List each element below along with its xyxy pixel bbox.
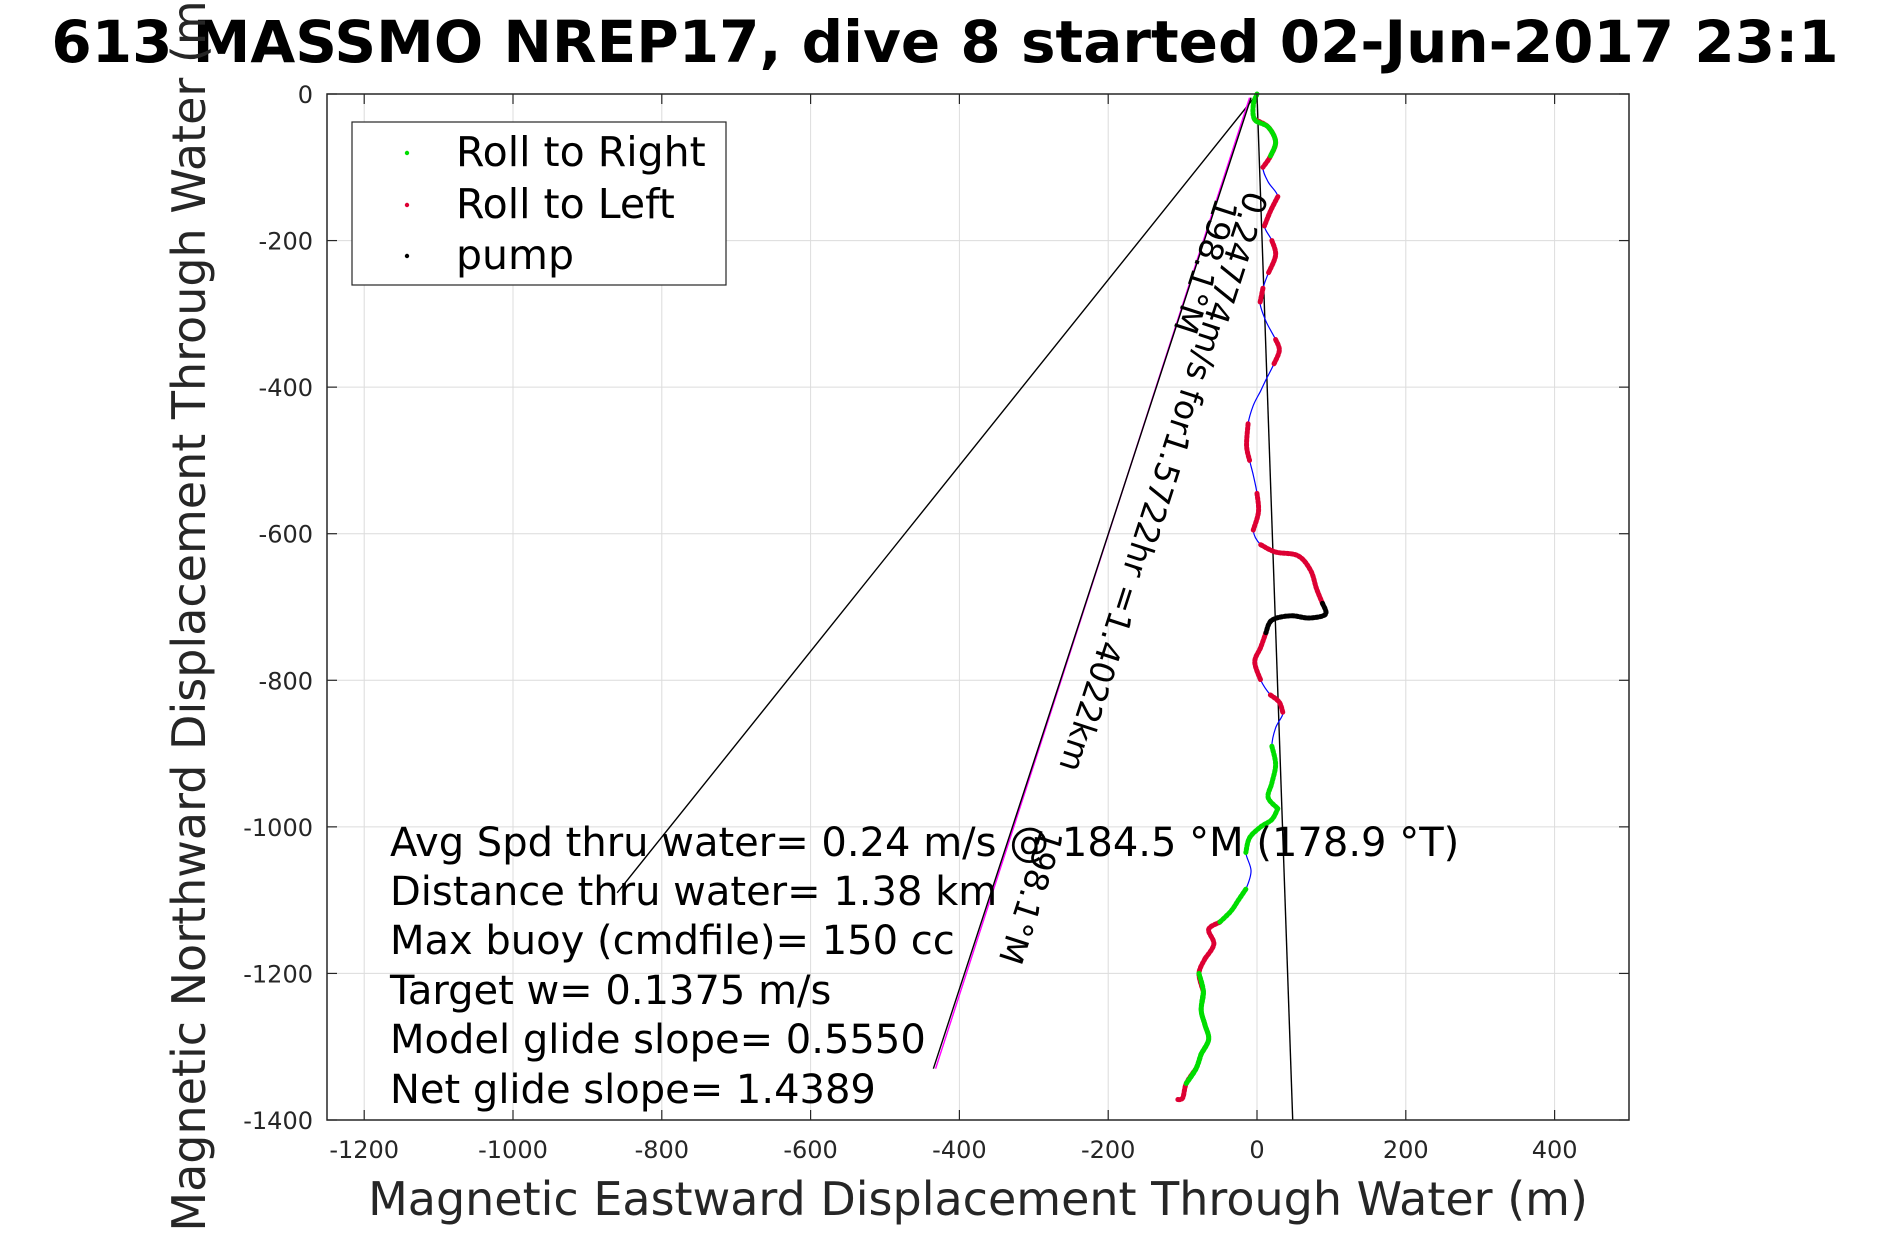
legend-marker-roll-left (404, 202, 410, 208)
annotation-block: Avg Spd thru water= 0.24 m/s @ 184.5 °M … (389, 820, 1459, 1113)
roll-left-segment (1244, 421, 1253, 463)
x-axis-label: Magnetic Eastward Displacement Through W… (368, 1172, 1588, 1226)
annotation-avg-speed: Avg Spd thru water= 0.24 m/s @ 184.5 °M … (390, 820, 1459, 866)
legend: Roll to Right Roll to Left pump (351, 121, 727, 286)
roll-right-segment (1183, 1051, 1204, 1086)
y-tick-label: -1200 (243, 960, 313, 988)
legend-marker-pump (404, 253, 410, 259)
pump-segment (1263, 600, 1329, 636)
y-tick-label: -1400 (243, 1107, 313, 1135)
roll-right-segment (1217, 886, 1249, 925)
legend-label-roll-left: Roll to Left (456, 180, 675, 228)
y-axis-label: Magnetic Northward Displacement Through … (162, 0, 216, 1232)
chart-title: 613 MASSMO NREP17, dive 8 started 02-Jun… (51, 8, 1838, 76)
y-tick-label: -400 (259, 374, 313, 402)
roll-right-segment (1243, 806, 1281, 856)
black-ray-left (616, 93, 1258, 894)
roll-right-segment (1198, 989, 1212, 1057)
roll-right-segment (1265, 743, 1281, 812)
roll-left-segment (1258, 542, 1325, 606)
x-tick-label: -1000 (478, 1136, 548, 1164)
x-tick-label: -400 (932, 1136, 986, 1164)
roll-left-segment (1250, 490, 1262, 533)
annotation-model-glide: Model glide slope= 0.5550 (390, 1017, 926, 1063)
y-tick-label: -1000 (243, 814, 313, 842)
y-tick-label: 0 (298, 81, 313, 109)
tick-labels: -1200 -1000 -800 -600 -400 -200 0 200 400 0 -200 -4… (243, 81, 1629, 1164)
x-tick-label: -600 (783, 1136, 837, 1164)
x-tick-label: -800 (635, 1136, 689, 1164)
roll-left-segment (1261, 194, 1281, 229)
x-tick-label: -1200 (329, 1136, 399, 1164)
y-tick-label: -800 (259, 667, 313, 695)
legend-label-pump: pump (456, 231, 574, 279)
roll-left-segment (1267, 692, 1286, 716)
y-tick-label: -200 (259, 228, 313, 256)
legend-marker-roll-right (404, 150, 410, 156)
roll-left-segment (1257, 285, 1266, 306)
roll-right-segment (1250, 91, 1279, 159)
roll-left-segment (1265, 238, 1279, 277)
plot-frame (326, 93, 1630, 1121)
legend-label-roll-right: Roll to Right (456, 128, 706, 176)
x-tick-label: 0 (1249, 1136, 1264, 1164)
roll-left-segment (1252, 630, 1269, 683)
annotation-distance: Distance thru water= 1.38 km (390, 869, 997, 915)
annotation-net-glide: Net glide slope= 1.4389 (390, 1067, 876, 1113)
annotation-target-w: Target w= 0.1375 m/s (389, 968, 831, 1014)
black-line-right (1256, 93, 1294, 1121)
x-tick-label: 200 (1383, 1136, 1429, 1164)
roll-left-segment (1270, 337, 1282, 368)
black-line-near-magenta (932, 97, 1252, 1069)
roll-left-segment (1202, 919, 1223, 962)
annotation-max-buoy: Max buoy (cmdfile)= 150 cc (390, 918, 955, 964)
y-tick-label: -600 (259, 521, 313, 549)
legend-box (351, 121, 727, 286)
x-tick-label: 400 (1532, 1136, 1578, 1164)
x-tick-label: -200 (1081, 1136, 1135, 1164)
